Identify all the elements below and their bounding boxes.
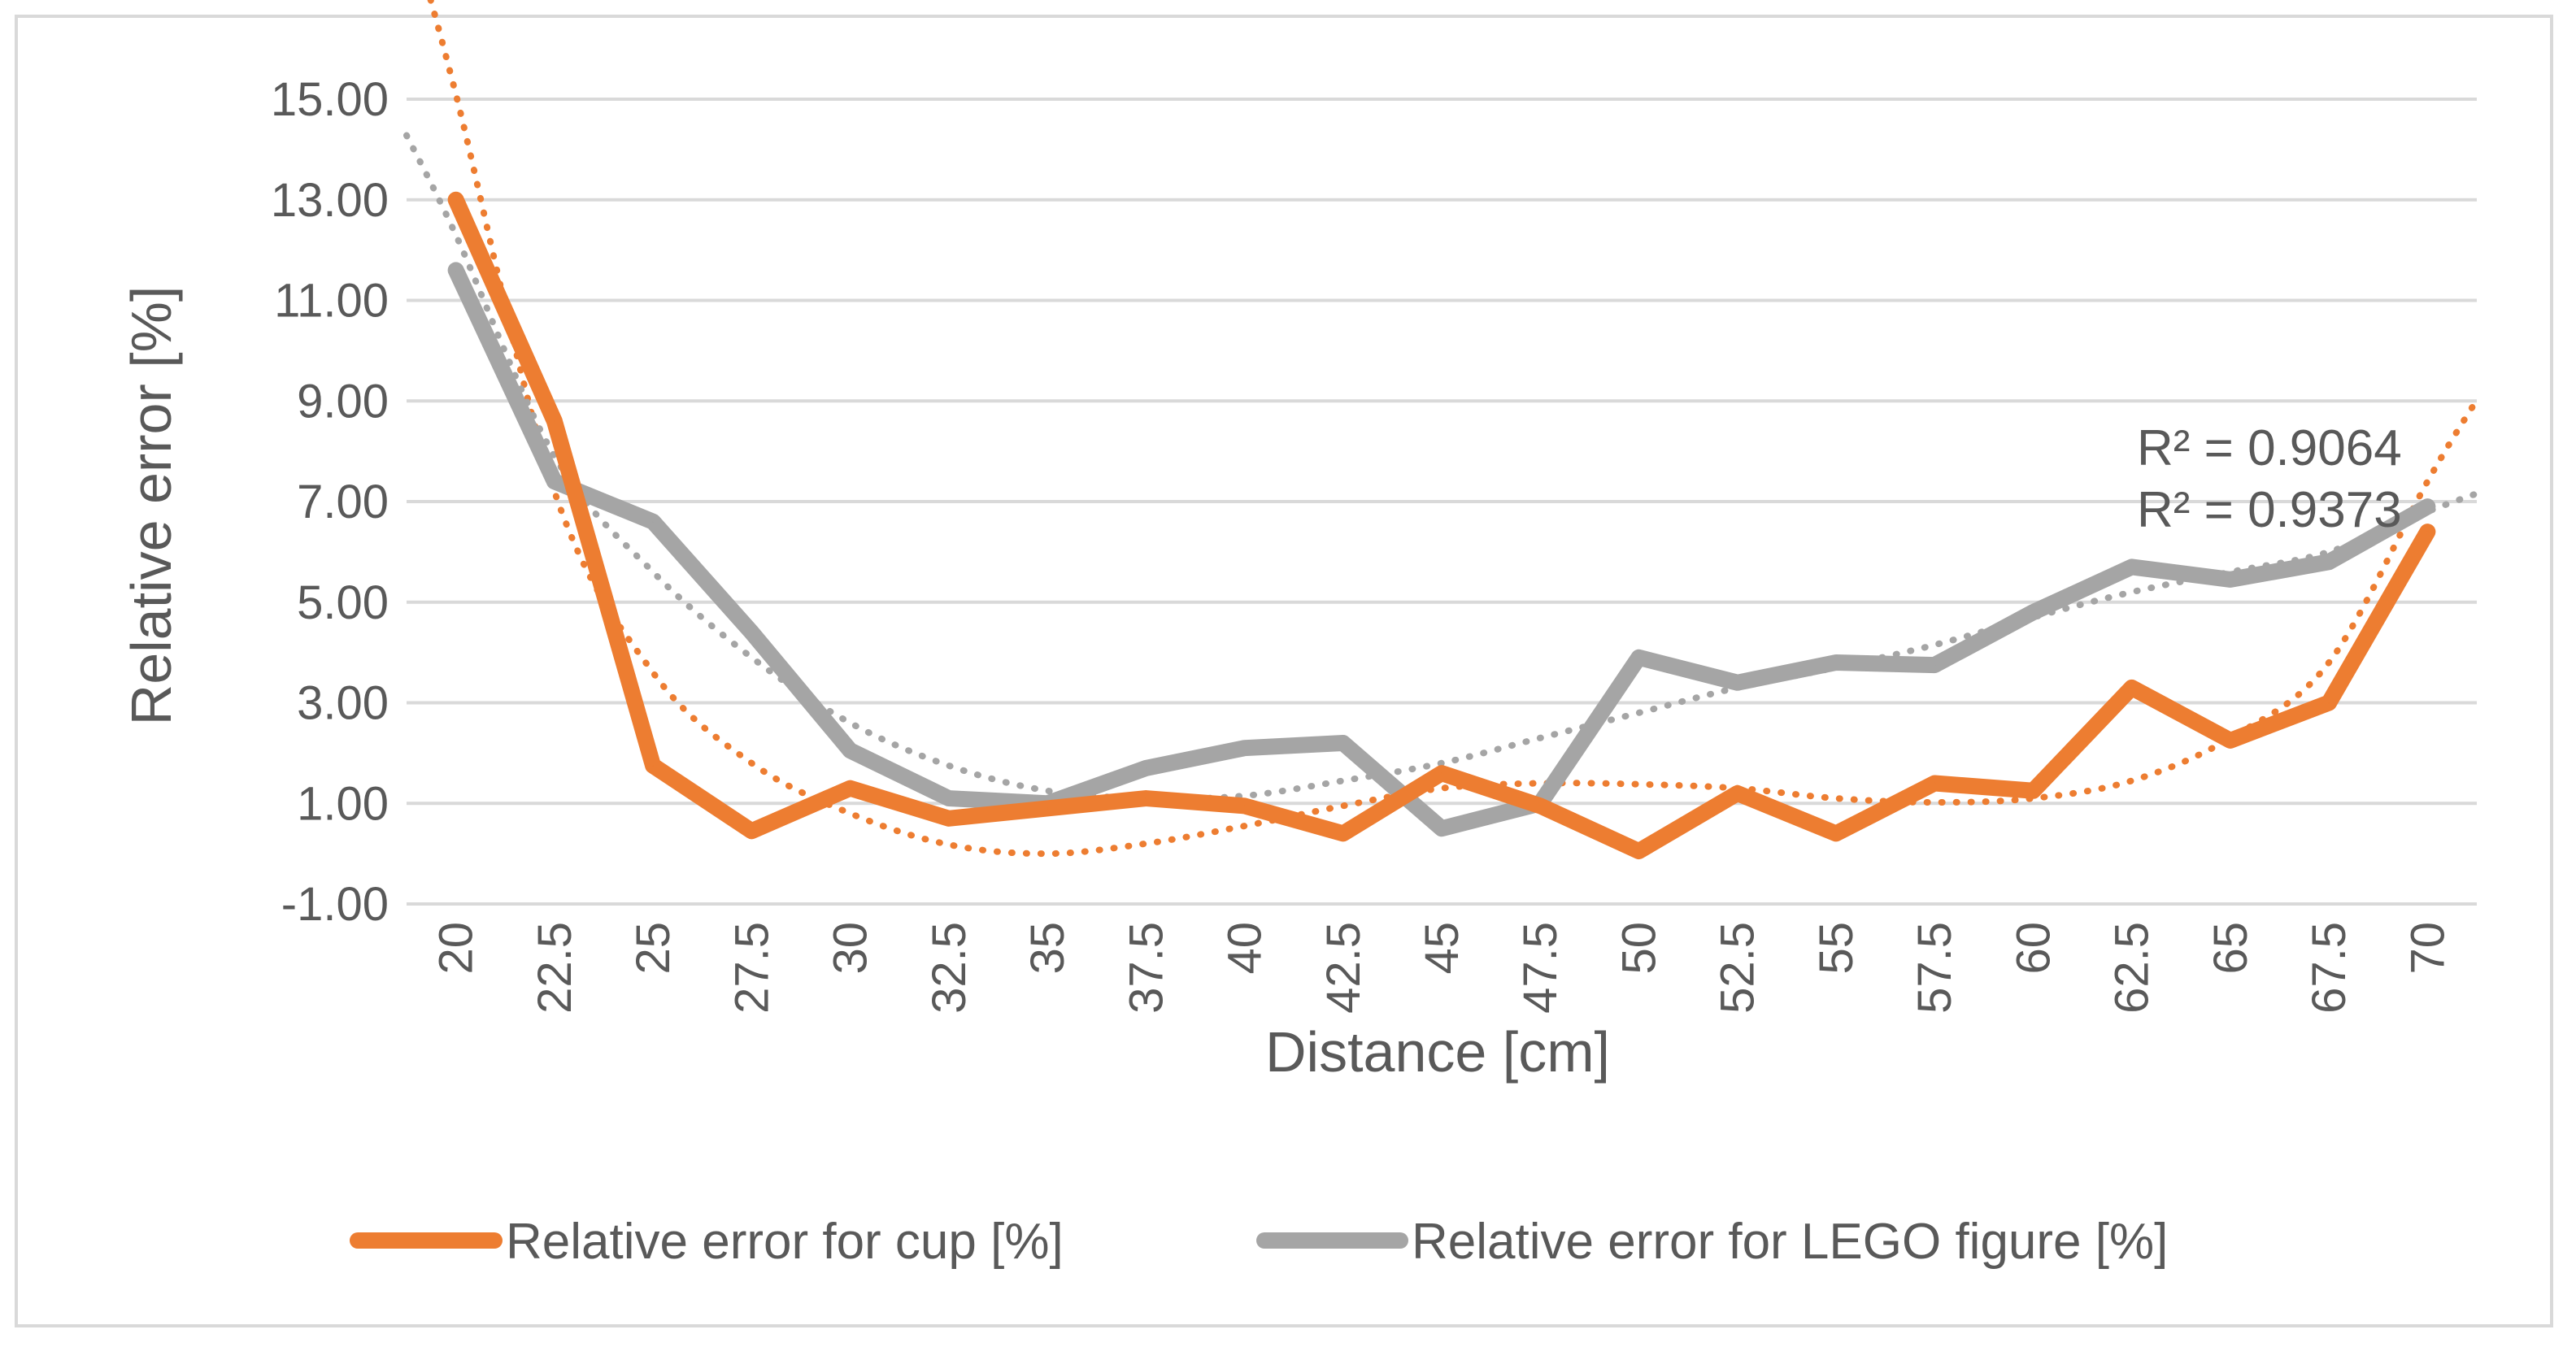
series-lines xyxy=(447,191,2436,860)
data-point-cup xyxy=(1046,807,1049,810)
x-tick-label: 30 xyxy=(825,922,877,975)
data-point-cup xyxy=(2032,789,2034,792)
data-point-lego xyxy=(1145,767,1147,769)
data-point-lego xyxy=(751,631,753,633)
legend-label-lego: Relative error for LEGO figure [%] xyxy=(1412,1214,2168,1270)
data-point-cup xyxy=(2328,702,2330,704)
x-axis-title: Distance [cm] xyxy=(1265,1020,1610,1084)
data-point-cup xyxy=(947,817,950,819)
data-point-cup xyxy=(1934,782,1936,784)
y-tick-label: 5.00 xyxy=(297,576,389,629)
series-line-cup xyxy=(447,191,2436,860)
x-tick-label: 20 xyxy=(430,922,483,975)
x-tick-label: 47.5 xyxy=(1514,922,1567,1014)
data-point-lego xyxy=(2328,561,2330,563)
x-tick-label: 22.5 xyxy=(529,922,581,1014)
data-point-cup xyxy=(2130,686,2133,689)
data-point-cup xyxy=(455,198,457,201)
data-point-lego xyxy=(1638,656,1640,658)
x-tick-label: 55 xyxy=(1810,922,1863,975)
data-point-cup xyxy=(849,787,851,789)
data-point-lego xyxy=(455,269,457,272)
data-point-cup xyxy=(652,764,655,767)
x-tick-label: 25 xyxy=(627,922,680,975)
series-line-lego xyxy=(447,262,2436,837)
r-squared-cup: R² = 0.9373 xyxy=(2137,482,2402,538)
data-point-lego xyxy=(2130,566,2133,568)
y-tick-label: -1.00 xyxy=(281,878,389,931)
y-tick-label: 1.00 xyxy=(297,777,389,830)
data-point-lego xyxy=(1736,681,1738,684)
y-tick-label: 13.00 xyxy=(271,174,389,227)
data-point-cup xyxy=(1638,850,1640,853)
x-tick-labels: 20 22.5 25 27.5 30 32.5 35 37.5 40 42.5 45 47.5 50 52… xyxy=(430,922,2455,1014)
x-tick-label: 42.5 xyxy=(1317,922,1370,1014)
x-tick-label: 45 xyxy=(1416,922,1469,975)
data-point-cup xyxy=(2229,739,2231,741)
trendline-lego xyxy=(403,132,2480,802)
y-axis-title: Relative error [%] xyxy=(120,286,183,726)
chart-frame xyxy=(15,15,2553,1327)
data-point-cup xyxy=(2426,531,2429,533)
data-point-lego xyxy=(553,480,555,483)
y-tick-labels: 15.00 13.00 11.00 9.00 7.00 5.00 3.00 1.00 -1.00 xyxy=(271,73,389,931)
data-point-lego xyxy=(1934,664,1936,667)
data-point-cup xyxy=(1736,792,1738,794)
y-tick-label: 9.00 xyxy=(297,375,389,428)
x-tick-label: 57.5 xyxy=(1908,922,1961,1014)
data-point-cup xyxy=(1834,832,1837,835)
legend-label-cup: Relative error for cup [%] xyxy=(506,1214,1064,1270)
x-tick-label: 67.5 xyxy=(2303,922,2356,1014)
data-point-lego xyxy=(1441,828,1442,830)
r-squared-lego: R² = 0.9064 xyxy=(2137,420,2402,476)
data-point-cup xyxy=(553,420,555,422)
data-point-lego xyxy=(1342,742,1344,744)
x-tick-label: 32.5 xyxy=(923,922,976,1014)
x-tick-label: 60 xyxy=(2007,922,2060,975)
data-point-lego xyxy=(1243,747,1246,750)
x-tick-label: 62.5 xyxy=(2106,922,2159,1014)
data-point-cup xyxy=(751,830,753,832)
data-point-cup xyxy=(1539,805,1542,807)
y-tick-label: 11.00 xyxy=(274,275,389,328)
x-tick-label: 40 xyxy=(1219,922,1272,975)
data-point-lego xyxy=(2032,611,2034,614)
data-point-cup xyxy=(1342,832,1344,835)
y-tick-label: 3.00 xyxy=(297,677,389,730)
data-point-cup xyxy=(1441,772,1442,775)
data-point-lego xyxy=(1834,662,1837,663)
data-point-lego xyxy=(947,797,950,800)
x-tick-label: 27.5 xyxy=(725,922,778,1014)
y-tick-label: 15.00 xyxy=(271,73,389,126)
x-tick-label: 50 xyxy=(1612,922,1665,975)
data-point-cup xyxy=(1243,805,1246,807)
x-tick-label: 65 xyxy=(2204,922,2257,975)
data-point-lego xyxy=(2426,506,2429,508)
data-point-lego xyxy=(849,750,851,752)
y-tick-label: 7.00 xyxy=(297,476,389,528)
x-tick-label: 35 xyxy=(1021,922,1074,975)
legend: Relative error for cup [%] Relative erro… xyxy=(350,1214,2168,1270)
data-point-lego xyxy=(2229,578,2231,580)
x-tick-label: 52.5 xyxy=(1712,922,1764,1014)
data-point-cup xyxy=(1145,797,1147,800)
gridlines xyxy=(407,98,2477,906)
data-point-lego xyxy=(652,520,655,523)
x-tick-label: 37.5 xyxy=(1120,922,1173,1014)
x-tick-label: 70 xyxy=(2401,922,2454,975)
